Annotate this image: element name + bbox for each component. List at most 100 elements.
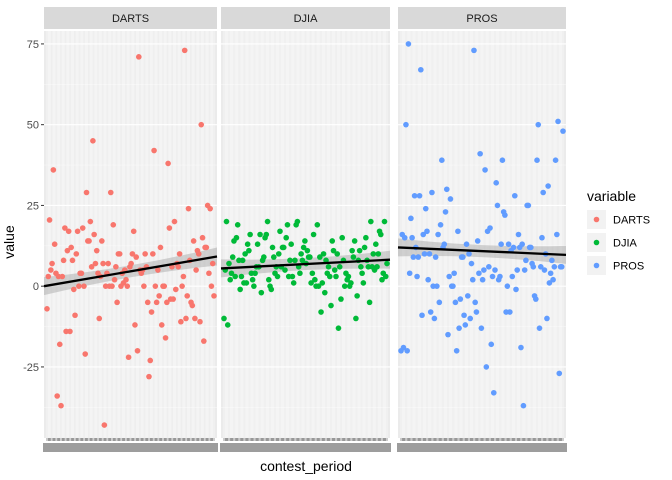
facet-strip: [221, 7, 390, 29]
data-point: [270, 254, 277, 260]
data-point: [238, 273, 245, 280]
facet-panel-pros: PROS: [397, 7, 567, 452]
data-point: [406, 270, 413, 277]
data-point: [560, 128, 566, 134]
data-point: [408, 215, 414, 222]
data-point: [203, 244, 210, 251]
data-point: [74, 228, 81, 235]
data-point: [431, 315, 438, 322]
data-point: [502, 212, 508, 218]
data-point: [436, 299, 443, 306]
data-point: [328, 302, 334, 309]
data-point: [455, 228, 461, 235]
data-point: [416, 192, 423, 199]
data-point: [92, 260, 99, 267]
data-point: [83, 189, 90, 196]
data-point: [487, 225, 493, 231]
data-point: [113, 264, 119, 270]
data-point: [368, 218, 374, 225]
data-point: [123, 276, 129, 283]
data-point: [466, 251, 472, 257]
data-point: [556, 370, 563, 377]
data-point: [308, 280, 314, 286]
data-point: [242, 251, 248, 257]
data-point: [473, 309, 480, 315]
data-point: [274, 273, 281, 280]
data-point: [443, 186, 450, 193]
data-point: [153, 299, 160, 306]
data-point: [197, 318, 203, 325]
data-point: [224, 322, 231, 328]
data-point: [432, 254, 439, 260]
data-point: [461, 312, 467, 319]
data-point: [87, 218, 94, 225]
data-point: [422, 205, 429, 212]
data-point: [377, 231, 384, 238]
data-point: [141, 283, 147, 289]
data-point: [419, 312, 425, 319]
data-point: [81, 283, 87, 289]
data-point: [46, 217, 53, 223]
data-point: [456, 325, 462, 331]
data-point: [530, 264, 537, 270]
data-point: [114, 299, 120, 306]
data-point: [476, 270, 482, 277]
data-point: [400, 344, 407, 351]
data-point: [325, 264, 332, 270]
data-point: [356, 247, 363, 254]
data-point: [333, 273, 339, 280]
data-point: [268, 286, 275, 293]
facet-strip: [44, 7, 217, 29]
data-point: [551, 264, 558, 270]
x-tick-labels-overplotted: [43, 443, 218, 452]
legend-label: PROS: [613, 261, 644, 273]
data-point: [62, 225, 68, 231]
data-point: [552, 157, 559, 164]
facet-panel-darts: DARTS: [43, 7, 218, 452]
data-point: [264, 218, 271, 225]
data-point: [329, 238, 336, 244]
data-point: [537, 264, 544, 270]
data-point: [507, 309, 513, 315]
data-point: [229, 254, 236, 260]
legend-label: DARTS: [613, 215, 650, 227]
data-point: [86, 238, 92, 244]
data-point: [540, 189, 547, 196]
data-point: [164, 299, 170, 306]
data-point: [535, 121, 542, 128]
data-point: [165, 160, 171, 167]
data-point: [323, 257, 329, 264]
data-point: [299, 257, 306, 264]
data-point: [128, 260, 134, 267]
data-point: [363, 234, 369, 241]
data-point: [257, 231, 263, 238]
data-point: [520, 402, 527, 409]
data-point: [405, 41, 412, 47]
data-point: [190, 238, 197, 244]
data-point: [228, 270, 235, 277]
data-point: [358, 264, 364, 270]
data-point: [70, 286, 77, 293]
data-point: [263, 231, 270, 238]
data-point: [237, 286, 243, 293]
data-point: [101, 422, 108, 428]
data-point: [447, 196, 454, 202]
data-point: [554, 231, 560, 238]
data-point: [445, 331, 451, 338]
data-point: [532, 296, 539, 302]
data-point: [199, 234, 206, 241]
data-point: [404, 347, 410, 354]
data-point: [142, 251, 148, 257]
data-point: [471, 47, 477, 54]
data-point: [287, 257, 293, 264]
data-point: [494, 202, 501, 209]
legend: variable DARTS DJIA PROS: [587, 188, 650, 275]
data-point: [420, 231, 427, 238]
data-point: [411, 192, 418, 199]
data-point: [511, 192, 518, 199]
data-point: [65, 228, 72, 235]
data-point: [435, 231, 441, 238]
data-point: [233, 234, 240, 241]
legend-point: [593, 239, 600, 246]
x-tick-labels-overplotted: [397, 443, 567, 452]
